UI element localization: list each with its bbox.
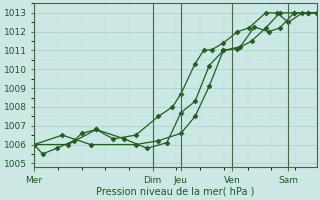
X-axis label: Pression niveau de la mer( hPa ): Pression niveau de la mer( hPa ) (96, 187, 254, 197)
